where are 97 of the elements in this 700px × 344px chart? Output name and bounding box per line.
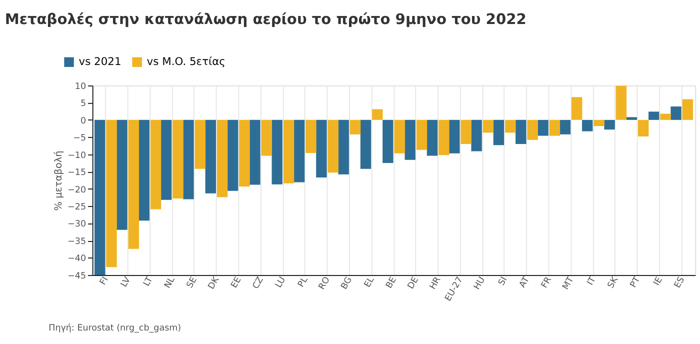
bar <box>438 120 450 156</box>
bar <box>426 120 438 156</box>
x-tick-label: IT <box>586 274 599 288</box>
bar <box>682 99 694 120</box>
x-tick-label: FI <box>98 275 111 288</box>
x-tick-label: EE <box>230 275 244 290</box>
y-tick-label: −20 <box>68 185 86 196</box>
x-tick-label: DK <box>206 275 222 292</box>
bar <box>283 120 294 184</box>
bar <box>261 120 272 156</box>
y-tick-label: −25 <box>68 202 86 212</box>
bar <box>638 120 649 136</box>
bar <box>216 120 228 198</box>
bar <box>449 120 460 154</box>
y-tick-label: 5 <box>80 99 86 110</box>
x-tick-label: ES <box>672 275 688 290</box>
bar <box>482 120 494 133</box>
bar <box>250 120 260 185</box>
y-tick-label: −40 <box>68 254 86 264</box>
x-tick-label: BE <box>384 275 399 290</box>
bar <box>239 120 250 186</box>
x-tick-label: SI <box>496 275 510 288</box>
bar <box>516 120 526 144</box>
x-tick-label: FR <box>540 275 554 290</box>
x-tick-label: PT <box>628 274 643 290</box>
bar <box>306 120 316 154</box>
x-tick-label: SK <box>606 275 621 290</box>
y-tick-label: 10 <box>74 82 86 92</box>
bar <box>205 120 216 194</box>
bar <box>138 120 150 221</box>
bar <box>648 112 660 120</box>
bar <box>471 120 482 152</box>
x-tick-label: HU <box>472 275 488 292</box>
bar <box>150 120 162 210</box>
bar <box>394 120 405 154</box>
chart-title: Μεταβολές στην κατανάλωση αερίου το πρώτο 9μηνο του 2022 <box>4 11 526 28</box>
legend-label: vs M.O. 5ετίας <box>146 55 226 68</box>
y-tick-label: −35 <box>68 236 86 247</box>
bar <box>404 120 416 160</box>
legend-label: vs 2021 <box>78 55 122 68</box>
x-tick-label: BG <box>340 275 355 292</box>
x-tick-label: IE <box>652 275 665 288</box>
x-tick-label: LU <box>274 275 288 290</box>
bar <box>128 120 139 249</box>
bar <box>172 120 184 199</box>
bar <box>372 109 383 120</box>
bar <box>272 120 282 184</box>
y-tick-label: −5 <box>73 134 86 144</box>
y-tick-label: −10 <box>68 150 86 161</box>
y-tick-label: 0 <box>80 116 86 126</box>
bar <box>594 120 604 126</box>
y-tick-label: −30 <box>68 220 86 230</box>
x-tick-label: RO <box>317 275 332 292</box>
bar <box>316 120 327 178</box>
x-tick-label: EL <box>362 275 377 290</box>
bar <box>116 120 128 230</box>
bar <box>360 120 372 169</box>
bar <box>560 120 571 134</box>
text: Πηγή: Eurostat (nrg_cb_gasm) <box>48 323 182 334</box>
bar <box>538 120 548 136</box>
x-tick-label: AT <box>518 274 532 290</box>
bar <box>160 120 172 200</box>
bar <box>106 120 117 268</box>
bar <box>604 120 615 130</box>
bar <box>582 120 593 132</box>
x-tick-label: PL <box>296 275 310 290</box>
y-axis-title: % μεταβολή <box>54 150 65 211</box>
x-tick-label: LV <box>119 275 133 289</box>
bar <box>382 120 394 163</box>
bar <box>493 120 504 146</box>
bar <box>626 117 638 120</box>
bar <box>183 120 194 200</box>
x-tick-label: LT <box>142 274 156 288</box>
bar <box>350 120 361 134</box>
x-tick-label: NL <box>162 275 178 290</box>
bar <box>527 120 538 140</box>
bar <box>572 97 582 120</box>
bar <box>616 86 627 120</box>
x-tick-label: DE <box>406 275 422 292</box>
bar <box>670 106 682 120</box>
x-tick-label: HR <box>428 275 444 292</box>
x-tick-label: SE <box>185 275 200 290</box>
bar <box>194 120 206 169</box>
bar <box>460 120 472 144</box>
bar <box>505 120 516 133</box>
y-tick-label: −45 <box>68 271 86 282</box>
bar <box>328 120 338 173</box>
bar <box>338 120 349 174</box>
bar <box>227 120 238 191</box>
bar <box>549 120 560 136</box>
bar <box>660 114 671 120</box>
y-tick-label: −15 <box>68 168 86 178</box>
x-tick-label: MT <box>561 274 576 292</box>
x-tick-label: CZ <box>251 275 266 291</box>
bar <box>416 120 428 150</box>
bar <box>94 120 106 276</box>
bar <box>294 120 305 182</box>
